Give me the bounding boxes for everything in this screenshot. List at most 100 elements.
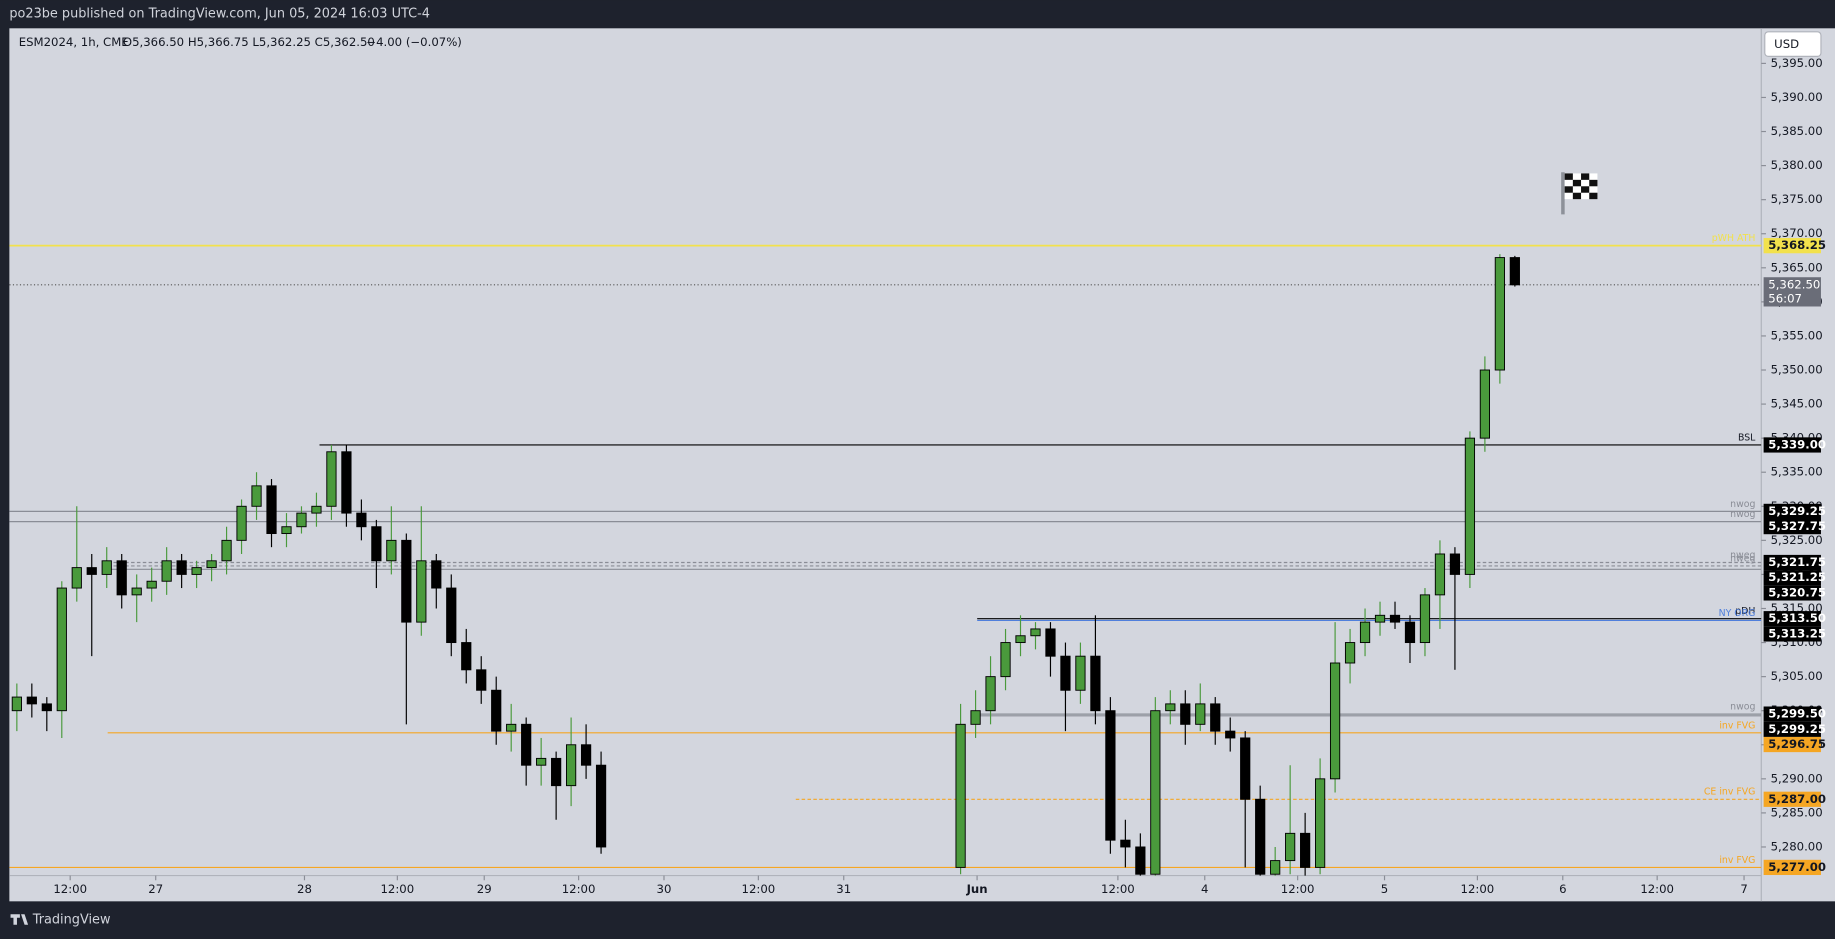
level-name: BSL [1738,432,1756,443]
candle-body [1030,628,1041,637]
candle-body [1344,642,1356,664]
candle-body [116,560,127,596]
level-name: pWH ATH [1712,233,1756,244]
candle-body [1225,730,1236,739]
price-box-label: 5,320.75 [1768,585,1826,599]
candle-body [401,539,412,623]
countdown: 56:07 [1768,291,1802,305]
candle-body [985,676,996,712]
candle-body [1045,628,1056,657]
level-name: CE inv FVG [1704,787,1756,798]
candle-body [41,703,52,712]
price-box-label: 5,313.50 [1768,611,1826,625]
candle-body [1270,860,1281,875]
candle-body [221,539,232,562]
candle-body [1120,839,1131,848]
x-tick-label: 7 [1740,882,1747,896]
price-box [1763,437,1821,453]
candle-body [71,567,82,589]
candle-body [11,696,22,712]
candle-body [566,744,577,787]
price-box [1763,706,1821,722]
price-box-label: 5,321.25 [1768,570,1826,584]
price-box-label: 5,299.25 [1768,722,1826,736]
candle-body [461,642,472,671]
candle-body [161,560,172,582]
candle-body [326,451,337,507]
y-tick-label: 5,370.00 [1771,226,1823,240]
price-box [1763,859,1821,876]
brand-name: TradingView [32,913,111,928]
price-box-label: 5,339.00 [1768,437,1826,451]
candle-body [86,567,97,575]
price-box-label: 5,368.25 [1768,238,1826,252]
price-box [1763,519,1821,535]
x-tick-label: Jun [966,882,988,896]
y-tick-label: 5,390.00 [1771,90,1823,104]
y-tick-label: 5,365.00 [1771,260,1823,274]
last-price-label: 5,362.50 [1768,277,1820,291]
candle-body [1060,655,1071,691]
candle-body [491,689,502,732]
candle-body [1000,642,1011,678]
y-tick-label: 5,375.00 [1771,192,1823,206]
price-box-label: 5,329.25 [1768,504,1826,518]
x-tick-label: 12:00 [381,882,415,896]
level-name: pDH [1735,606,1755,617]
price-box-label: 5,287.00 [1768,792,1826,806]
candle-body [1434,553,1446,596]
candle-body [536,757,547,766]
x-tick-label: 12:00 [1640,882,1674,896]
publisher: po23be published on TradingView.com, Jun… [9,7,430,22]
price-box-label: 5,321.75 [1768,555,1826,569]
candle-body [1180,703,1191,725]
legend-symbol: ESM2024, 1h, CME [19,35,129,49]
y-tick-label: 5,345.00 [1771,397,1823,411]
candle-body [1165,703,1176,712]
last-price-box [1763,277,1821,307]
x-tick-label: 31 [836,882,851,896]
y-tick-label: 5,385.00 [1771,124,1823,138]
candle-body [386,539,397,562]
candle-body [311,505,322,514]
y-tick-label: 5,280.00 [1771,839,1823,853]
price-box-label: 5,313.25 [1768,626,1826,640]
price-box [1763,626,1821,642]
chart-area [9,28,1835,902]
price-box [1763,238,1821,254]
candle-body [970,710,981,725]
x-tick-label: 12:00 [53,882,87,896]
price-box [1763,721,1821,737]
candle-body [1449,553,1461,575]
y-tick-label: 5,290.00 [1771,771,1823,785]
candle-body [1359,621,1371,644]
candle-body [1494,257,1505,371]
flag-icon [1561,172,1598,215]
level-name: inv FVG [1719,855,1755,866]
brand: TradingView [10,913,111,928]
candle-body [1389,614,1401,623]
x-tick-label: 5 [1381,882,1388,896]
x-tick-label: 12:00 [562,882,596,896]
candle-body [1240,737,1251,800]
level-name: nwog [1730,509,1755,520]
candle-body [1135,846,1146,875]
candle-body [1300,832,1311,868]
level-name: nweg [1730,553,1755,564]
price-box [1763,570,1821,586]
x-tick-label: 12:00 [1101,882,1135,896]
x-tick-label: 29 [477,882,492,896]
y-tick-label: 5,325.00 [1771,533,1823,547]
candle-body [371,526,382,562]
x-tick-label: 28 [297,882,312,896]
y-tick-label: 5,335.00 [1771,465,1823,479]
x-tick-label: 30 [657,882,672,896]
y-tick-label: 5,355.00 [1771,328,1823,342]
candle-body [1105,710,1116,841]
currency-button[interactable] [1764,31,1822,57]
candle-body [595,764,607,848]
candle-body [281,526,292,535]
price-box-label: 5,327.75 [1768,519,1826,533]
